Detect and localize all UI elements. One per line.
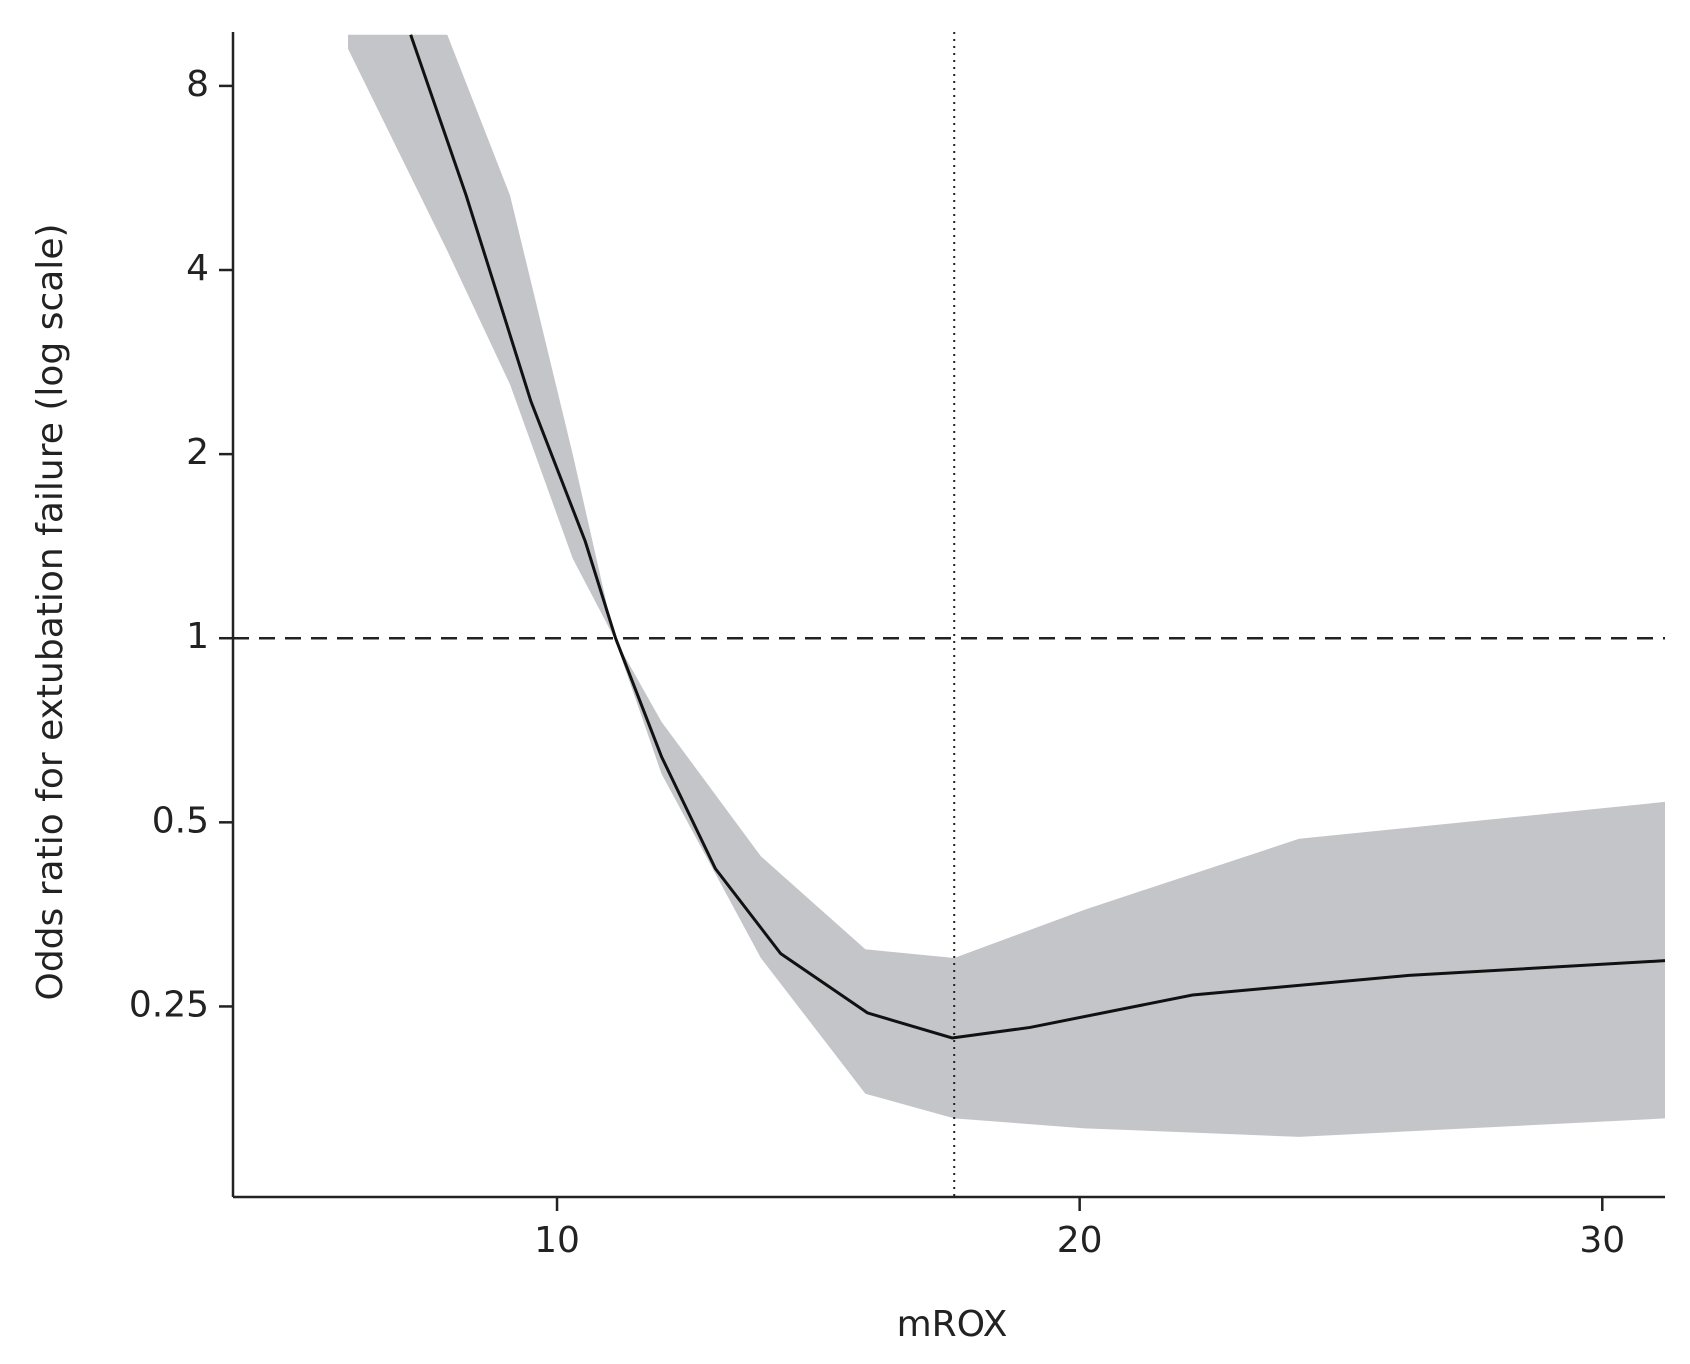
x-axis-title: mROX <box>897 1304 1008 1345</box>
confidence-band <box>347 34 1665 1137</box>
y-tick-label: 0.25 <box>129 984 209 1025</box>
x-tick-label: 20 <box>1057 1220 1103 1261</box>
plot-area <box>233 32 1665 1197</box>
y-tick-label: 8 <box>186 64 209 105</box>
y-tick-label: 4 <box>186 248 209 289</box>
y-tick-label: 1 <box>186 616 209 657</box>
y-axis-title: Odds ratio for extubation failure (log s… <box>30 223 71 1000</box>
x-tick-label: 30 <box>1579 1220 1625 1261</box>
y-tick-label: 2 <box>186 432 209 473</box>
x-tick-label: 10 <box>534 1220 580 1261</box>
curve <box>409 34 1665 1040</box>
y-tick-label: 0.5 <box>152 800 209 841</box>
